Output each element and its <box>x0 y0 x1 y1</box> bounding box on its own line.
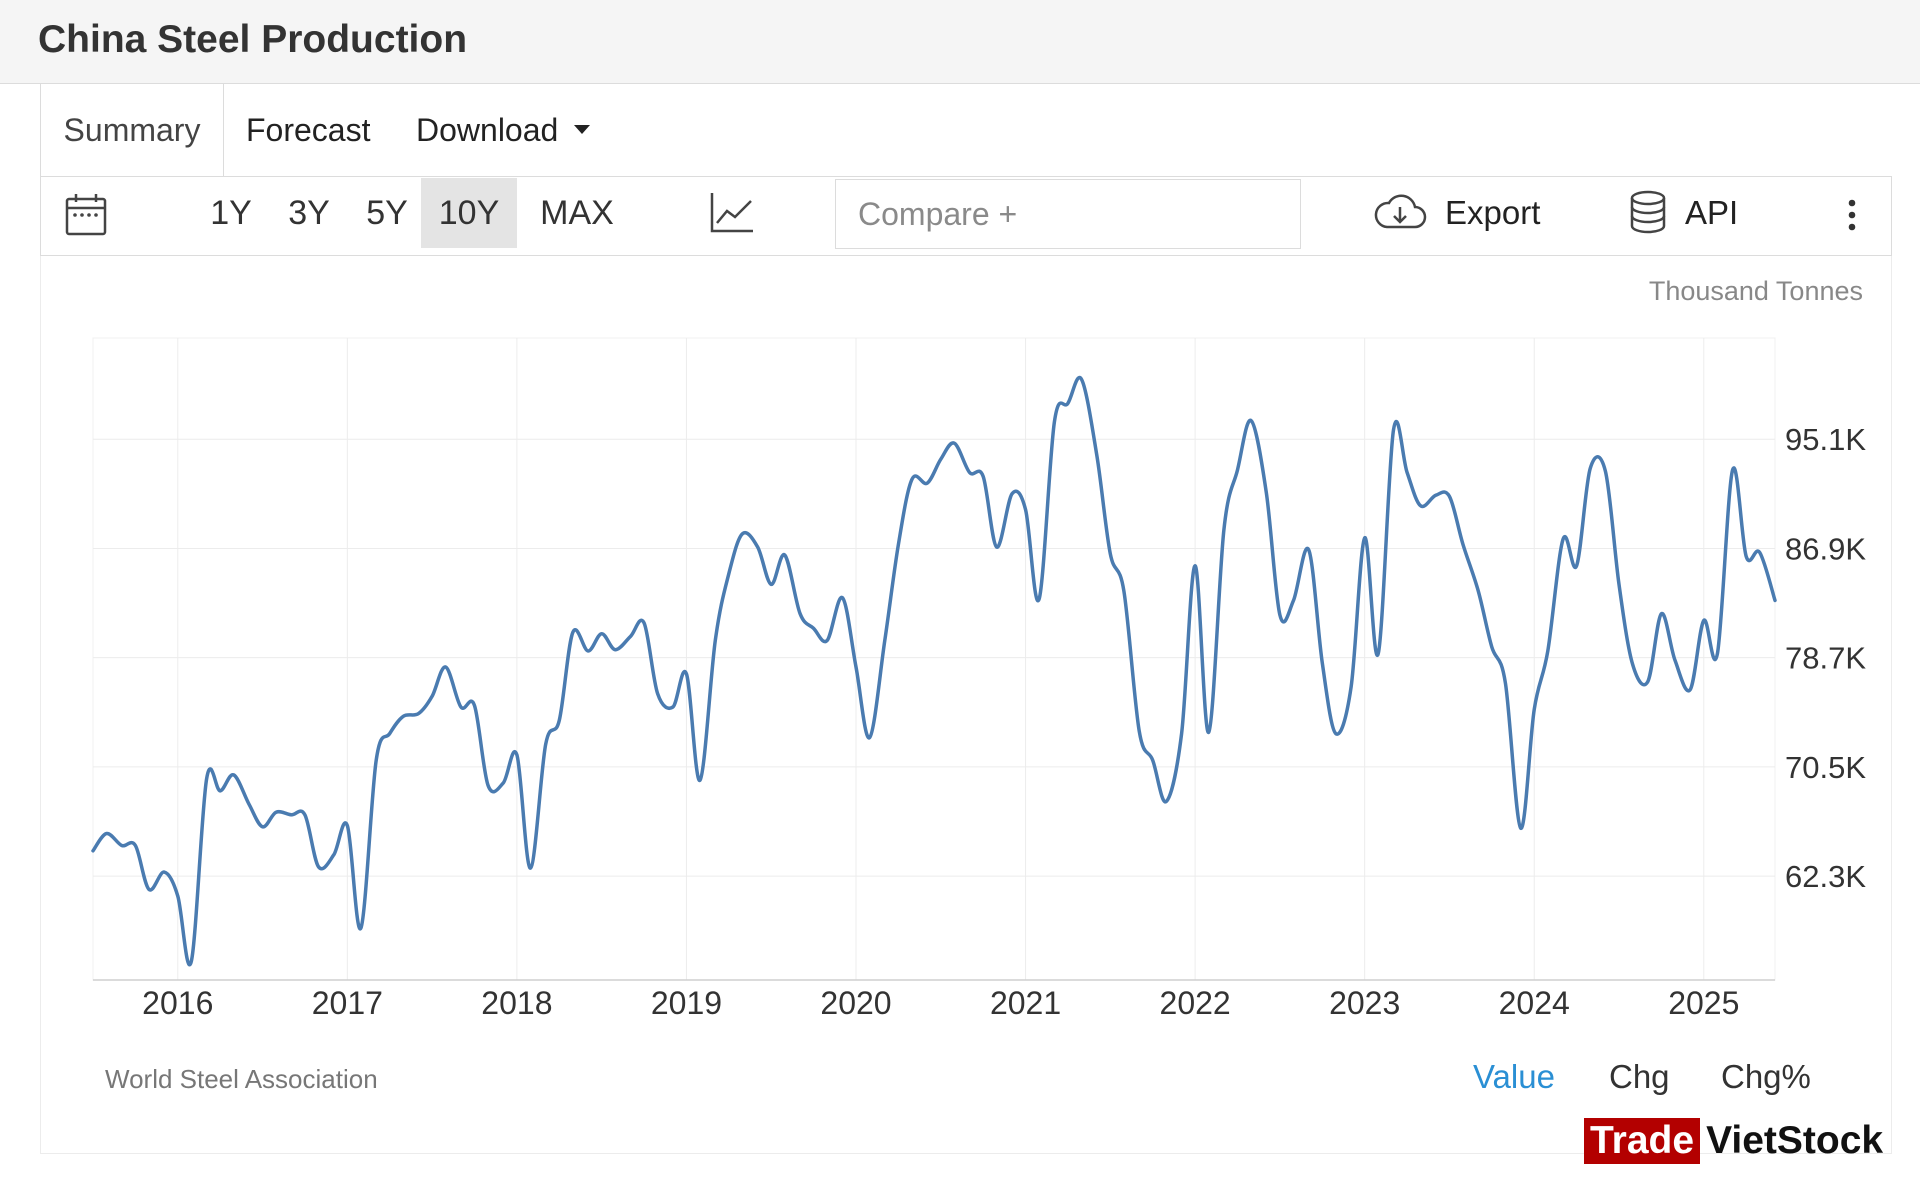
api-label: API <box>1685 194 1739 231</box>
y-tick-label: 78.7K <box>1785 641 1866 676</box>
caret-down-icon <box>574 125 591 135</box>
unit-label: Thousand Tonnes <box>1648 276 1863 306</box>
line-chart-icon[interactable] <box>709 191 755 235</box>
y-tick-label: 86.9K <box>1785 531 1866 566</box>
x-tick-label: 2019 <box>651 985 722 1021</box>
plot-frame <box>92 337 1776 981</box>
cloud-download-icon <box>1374 194 1427 229</box>
database-icon <box>1630 191 1666 234</box>
x-tick-label: 2018 <box>481 985 552 1021</box>
more-vertical-icon[interactable] <box>1841 195 1863 235</box>
y-tick-label: 70.5K <box>1785 750 1866 785</box>
page-header: China Steel Production <box>0 0 1920 84</box>
x-tick-label: 2025 <box>1668 985 1739 1021</box>
x-tick-label: 2022 <box>1160 985 1231 1021</box>
x-tick-label: 2020 <box>820 985 891 1021</box>
export-button[interactable]: Export <box>1373 177 1540 249</box>
watermark-part1: Trade <box>1584 1118 1701 1164</box>
chart-panel: Thousand Tonnes 2016 2017 2018 2019 2020 2021… <box>40 256 1892 1154</box>
tab-forecast[interactable]: Forecast <box>246 112 371 148</box>
compare-input[interactable] <box>835 179 1301 249</box>
x-tick-label: 2024 <box>1499 985 1570 1021</box>
calendar-icon[interactable] <box>65 193 107 237</box>
range-1y-button[interactable]: 1Y <box>210 194 252 232</box>
source-label: World Steel Association <box>105 1064 378 1094</box>
x-tick-label: 2023 <box>1329 985 1400 1021</box>
tab-bar: Summary Forecast Download <box>0 84 1920 176</box>
page-title: China Steel Production <box>38 18 468 61</box>
range-3y-button[interactable]: 3Y <box>288 194 330 232</box>
mode-value-button[interactable]: Value <box>1473 1058 1555 1095</box>
watermark-logo: Trade VietStock <box>1584 1118 1883 1164</box>
x-tick-label: 2016 <box>142 985 213 1021</box>
tab-download[interactable]: Download <box>416 84 591 176</box>
y-tick-label: 62.3K <box>1785 859 1866 894</box>
tab-summary[interactable]: Summary <box>40 84 224 176</box>
range-max-button[interactable]: MAX <box>540 194 614 232</box>
range-5y-button[interactable]: 5Y <box>366 194 408 232</box>
y-tick-label: 95.1K <box>1785 422 1866 457</box>
chart-toolbar: 1Y 3Y 5Y 10Y MAX Export API <box>40 176 1892 256</box>
tab-download-label: Download <box>416 112 559 148</box>
x-tick-label: 2017 <box>312 985 383 1021</box>
range-10y-button[interactable]: 10Y <box>421 178 517 248</box>
watermark-part2: VietStock <box>1706 1119 1884 1162</box>
series-line <box>91 375 1777 967</box>
line-chart: 2016 2017 2018 2019 2020 2021 2022 2023 2024 2025… <box>91 337 1866 1021</box>
mode-chg-percent-button[interactable]: Chg% <box>1721 1058 1811 1095</box>
export-label: Export <box>1445 194 1541 231</box>
x-tick-label: 2021 <box>990 985 1061 1021</box>
mode-chg-button[interactable]: Chg <box>1609 1058 1670 1095</box>
api-button[interactable]: API <box>1629 177 1738 249</box>
